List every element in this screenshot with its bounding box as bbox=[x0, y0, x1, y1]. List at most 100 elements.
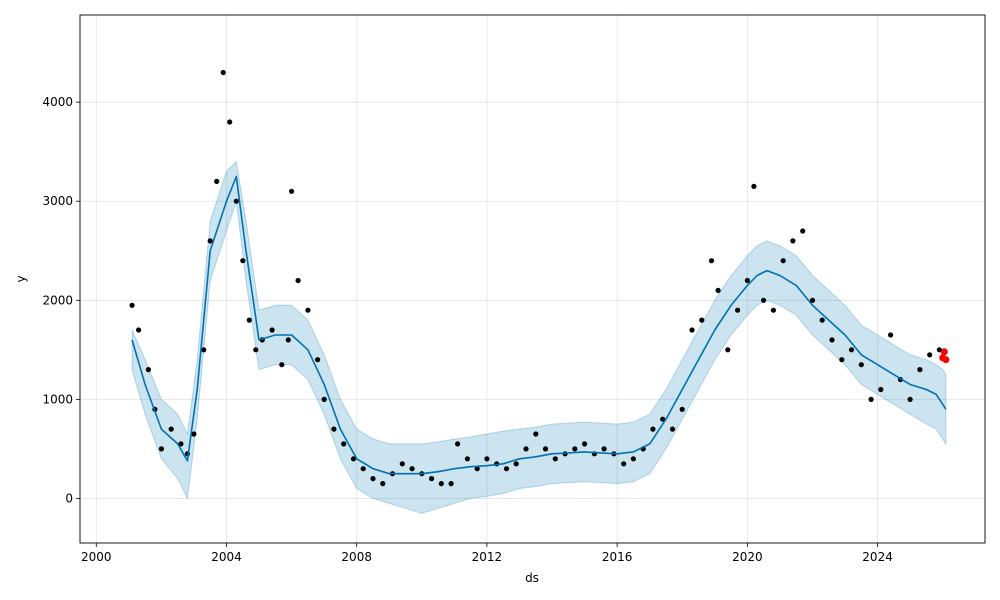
observed-point bbox=[780, 258, 786, 264]
observed-point bbox=[455, 441, 461, 447]
observed-point bbox=[279, 362, 285, 368]
observed-point bbox=[868, 396, 874, 402]
observed-point bbox=[689, 327, 695, 333]
observed-point bbox=[129, 302, 135, 308]
observed-point bbox=[582, 441, 588, 447]
observed-point bbox=[253, 347, 259, 353]
observed-point bbox=[240, 258, 246, 264]
y-tick-label: 2000 bbox=[42, 293, 73, 307]
forecast-line bbox=[131, 175, 947, 475]
observed-point bbox=[341, 441, 347, 447]
y-axis-label: y bbox=[14, 275, 28, 282]
observed-point bbox=[409, 466, 415, 472]
observed-point bbox=[399, 461, 405, 467]
forecast-line-path bbox=[131, 175, 947, 475]
grid bbox=[80, 15, 985, 543]
observed-point bbox=[207, 238, 213, 244]
observed-point bbox=[178, 441, 184, 447]
observed-point bbox=[829, 337, 835, 343]
observed-point bbox=[136, 327, 142, 333]
observed-point bbox=[552, 456, 558, 462]
observed-point bbox=[725, 347, 731, 353]
observed-point bbox=[448, 481, 454, 487]
x-tick-label: 2004 bbox=[211, 550, 242, 564]
x-tick-label: 2020 bbox=[732, 550, 763, 564]
observed-point bbox=[927, 352, 933, 358]
observed-point bbox=[305, 307, 311, 313]
observed-point bbox=[650, 426, 656, 432]
y-tick-label: 3000 bbox=[42, 194, 73, 208]
highlighted-point bbox=[942, 356, 950, 364]
observed-point bbox=[350, 456, 357, 462]
x-tick-label: 2012 bbox=[472, 550, 503, 564]
observed-point bbox=[513, 461, 519, 467]
observed-point bbox=[168, 426, 174, 432]
observed-points bbox=[129, 69, 943, 487]
observed-point bbox=[660, 416, 666, 422]
observed-point bbox=[464, 456, 470, 462]
y-tick-label: 1000 bbox=[42, 392, 73, 406]
observed-point bbox=[214, 178, 220, 184]
observed-point bbox=[708, 258, 715, 264]
observed-point bbox=[735, 307, 741, 313]
y-axis-ticks: 0 1000 2000 3000 4000 bbox=[42, 95, 80, 505]
observed-point bbox=[542, 446, 549, 452]
observed-point bbox=[474, 466, 480, 472]
x-tick-label: 2024 bbox=[862, 550, 893, 564]
observed-point bbox=[503, 466, 510, 472]
observed-point bbox=[145, 367, 151, 373]
observed-point bbox=[295, 277, 301, 284]
x-tick-label: 2008 bbox=[341, 550, 372, 564]
observed-point bbox=[819, 317, 825, 323]
highlighted-points bbox=[939, 348, 950, 364]
observed-point bbox=[878, 386, 884, 393]
observed-point bbox=[285, 337, 291, 343]
observed-point bbox=[360, 466, 366, 472]
x-axis-label: ds bbox=[525, 571, 539, 585]
x-tick-label: 2000 bbox=[81, 550, 112, 564]
observed-point bbox=[246, 317, 252, 323]
observed-point bbox=[438, 481, 444, 487]
observed-point bbox=[233, 198, 239, 204]
observed-point bbox=[936, 347, 943, 353]
observed-point bbox=[289, 188, 295, 194]
observed-point bbox=[484, 456, 490, 462]
observed-point bbox=[370, 476, 376, 482]
observed-point bbox=[201, 347, 207, 353]
observed-point bbox=[770, 307, 777, 313]
observed-point bbox=[715, 287, 721, 293]
observed-point bbox=[191, 431, 197, 437]
observed-point bbox=[220, 69, 226, 76]
highlighted-point bbox=[940, 348, 948, 356]
observed-point bbox=[744, 277, 751, 284]
observed-point bbox=[321, 396, 327, 402]
uncertainty-interval bbox=[131, 160, 947, 514]
interval-band bbox=[131, 160, 947, 514]
observed-point bbox=[790, 238, 796, 244]
observed-point bbox=[888, 332, 894, 338]
observed-point bbox=[158, 446, 164, 452]
observed-point bbox=[848, 347, 855, 353]
observed-point bbox=[331, 426, 337, 432]
observed-point bbox=[380, 481, 386, 487]
observed-point bbox=[800, 228, 806, 234]
observed-point bbox=[429, 476, 435, 482]
observed-point bbox=[917, 367, 923, 373]
observed-point bbox=[669, 426, 676, 432]
plot-frame bbox=[79, 14, 986, 544]
observed-point bbox=[679, 406, 685, 412]
observed-point bbox=[621, 461, 627, 467]
observed-point bbox=[809, 297, 816, 303]
observed-point bbox=[269, 327, 275, 333]
observed-point bbox=[761, 297, 767, 303]
observed-point bbox=[601, 446, 607, 452]
y-tick-label: 0 bbox=[65, 491, 73, 505]
observed-point bbox=[751, 183, 757, 189]
observed-point bbox=[907, 396, 913, 402]
observed-point bbox=[839, 357, 845, 363]
observed-point bbox=[858, 362, 864, 368]
observed-point bbox=[227, 119, 233, 125]
x-tick-label: 2016 bbox=[602, 550, 633, 564]
